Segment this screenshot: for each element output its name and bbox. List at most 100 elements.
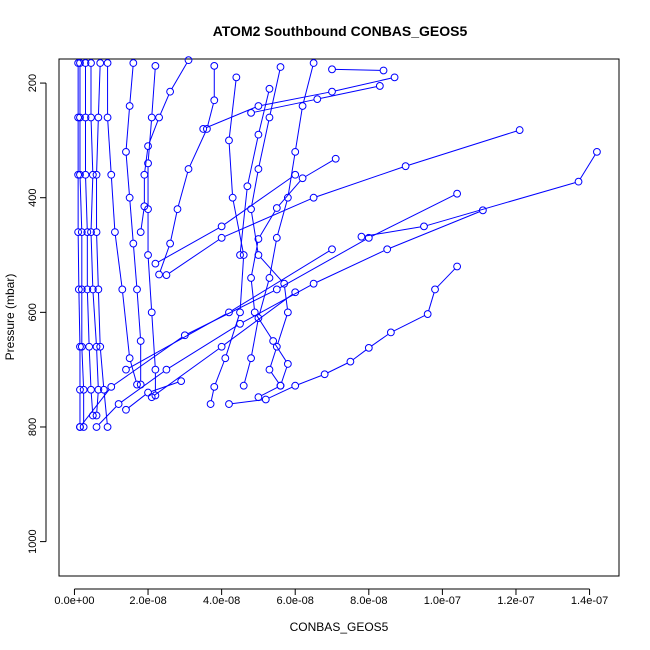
data-point: [162, 365, 171, 374]
data-point: [228, 193, 237, 202]
data-point: [103, 59, 112, 67]
data-point: [420, 222, 428, 231]
series-segment: [228, 143, 233, 195]
series-profile: [144, 61, 160, 400]
series-segment: [277, 315, 288, 344]
x-tick-label: 8.0e-08: [350, 595, 387, 607]
x-axis-ticks: 0.0e+00 2.0e-08 4.0e-08 6.0e-08 8.0e-08 1.0e-…: [54, 589, 608, 607]
data-point: [221, 354, 230, 363]
series-segment: [96, 350, 99, 387]
data-point: [94, 385, 103, 394]
series-segment: [77, 235, 80, 287]
data-point: [328, 245, 336, 254]
x-tick-label: 0.0e+00: [54, 595, 94, 607]
series-segment: [154, 348, 220, 396]
data-point: [309, 59, 318, 67]
x-tick-label: 2.0e-08: [129, 595, 166, 607]
data-point: [147, 113, 156, 122]
data-point: [254, 235, 263, 243]
data-point: [114, 400, 123, 408]
series-segment: [206, 106, 256, 129]
series-segment: [81, 350, 85, 387]
data-point: [375, 82, 384, 90]
series-segment: [92, 292, 97, 344]
data-point: [136, 228, 145, 236]
series-profile: [122, 377, 186, 414]
series-segment: [579, 154, 596, 180]
y-axis-label: Pressure (mbar): [3, 274, 17, 361]
series-segment: [215, 361, 225, 384]
series-segment: [97, 292, 101, 344]
data-point: [85, 342, 94, 351]
data-point: [383, 245, 392, 254]
series-segment: [390, 211, 480, 249]
series-segment: [151, 69, 156, 115]
data-point: [144, 159, 152, 168]
series-segment: [250, 281, 255, 310]
series-segment: [224, 198, 311, 237]
series-segment: [189, 131, 206, 167]
data-point: [122, 405, 130, 414]
data-point: [320, 370, 329, 379]
data-point: [236, 251, 244, 259]
data-point: [125, 102, 134, 110]
x-tick-label: 1.0e-07: [424, 595, 461, 607]
series-profile: [239, 59, 318, 390]
series-profile: [136, 56, 193, 236]
data-point: [276, 381, 285, 390]
series-segment: [187, 290, 274, 335]
data-point: [177, 377, 186, 386]
chart-title: ATOM2 Southbound CONBAS_GEOS5: [213, 23, 468, 39]
data-point: [144, 388, 152, 397]
data-point: [74, 59, 83, 67]
series-segment: [298, 375, 322, 385]
data-point: [136, 337, 145, 345]
data-point: [122, 365, 130, 374]
series-segment: [207, 103, 214, 126]
data-point: [92, 170, 101, 179]
data-point: [328, 65, 336, 74]
series-segment: [279, 239, 367, 289]
series-segment: [270, 349, 277, 367]
data-point: [210, 382, 219, 391]
data-point: [298, 102, 307, 110]
y-axis-ticks: 200 400 600 800 1000: [27, 74, 46, 554]
series-segment: [133, 246, 138, 287]
data-point: [291, 381, 300, 390]
data-point: [87, 385, 95, 394]
series-profile: [357, 147, 601, 241]
data-point: [247, 354, 255, 363]
series-segment: [98, 406, 117, 425]
series-segment: [147, 120, 152, 160]
data-point: [239, 381, 248, 390]
data-point: [272, 204, 281, 212]
data-point: [390, 73, 399, 82]
series-segment: [393, 315, 425, 332]
data-point: [254, 393, 263, 402]
x-tick-label: 1.2e-07: [497, 595, 534, 607]
series-profile: [225, 262, 462, 408]
series-segment: [122, 292, 130, 355]
series-profile: [247, 63, 292, 390]
series-segment: [270, 372, 279, 384]
data-point: [140, 170, 149, 179]
series-segment: [128, 313, 227, 369]
series-segment: [121, 371, 164, 403]
data-point: [265, 274, 274, 282]
data-point: [166, 239, 175, 248]
data-point: [515, 126, 524, 134]
data-point: [401, 162, 410, 171]
data-point: [265, 365, 274, 374]
data-point: [225, 308, 233, 317]
data-point: [346, 357, 355, 366]
data-point: [74, 113, 83, 122]
data-point: [225, 136, 233, 145]
data-point: [162, 271, 171, 279]
series-segment: [239, 258, 244, 309]
series-segment: [114, 235, 123, 287]
series-segment: [159, 94, 170, 115]
series-profile: [122, 59, 145, 389]
data-point: [254, 165, 263, 173]
data-point: [239, 251, 248, 259]
